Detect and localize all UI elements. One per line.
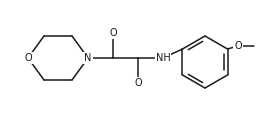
Text: O: O (24, 53, 32, 63)
Text: O: O (234, 41, 242, 51)
Text: NH: NH (156, 53, 170, 63)
Text: N: N (84, 53, 92, 63)
Text: O: O (134, 78, 142, 88)
Text: O: O (109, 28, 117, 38)
